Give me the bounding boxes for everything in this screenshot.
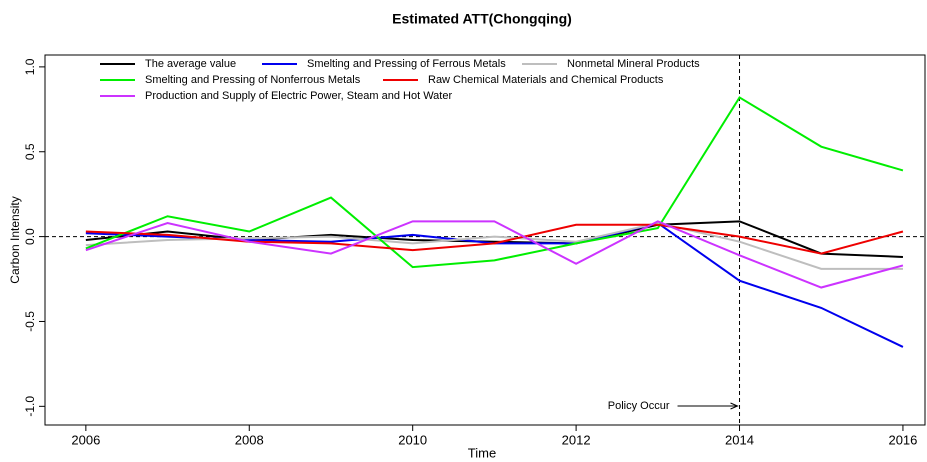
x-tick-label: 2006 [71,432,100,447]
legend-label: Raw Chemical Materials and Chemical Prod… [428,74,664,86]
y-tick-label: -1.0 [23,396,37,417]
y-tick-label: 0.5 [23,143,37,160]
x-tick-label: 2016 [888,432,917,447]
x-tick-label: 2014 [725,432,754,447]
legend-label: Production and Supply of Electric Power,… [145,90,452,102]
plot-frame [44,54,926,426]
legend-label: Smelting and Pressing of Ferrous Metals [307,58,506,70]
series-line [85,96,904,269]
x-axis-label: Time [468,445,496,460]
legend-label: Nonmetal Mineral Products [567,58,700,70]
y-axis-label: Carbon Intensity [8,196,22,283]
x-tick-label: 2012 [562,432,591,447]
annotation: Policy Occur [608,400,670,412]
series-line [85,223,904,255]
x-tick-label: 2010 [398,432,427,447]
legend-label: Smelting and Pressing of Nonferrous Meta… [145,74,361,86]
legend-label: The average value [145,58,236,70]
chart-title: Estimated ATT(Chongqing) [392,11,572,27]
series-line [85,220,904,289]
y-tick-label: -0.5 [23,311,37,332]
series-line [85,220,903,258]
y-tick-label: 1.0 [23,58,37,75]
annotation-arrowhead [730,402,739,410]
x-tick-label: 2008 [235,432,264,447]
y-tick-label: 0.0 [23,228,37,245]
